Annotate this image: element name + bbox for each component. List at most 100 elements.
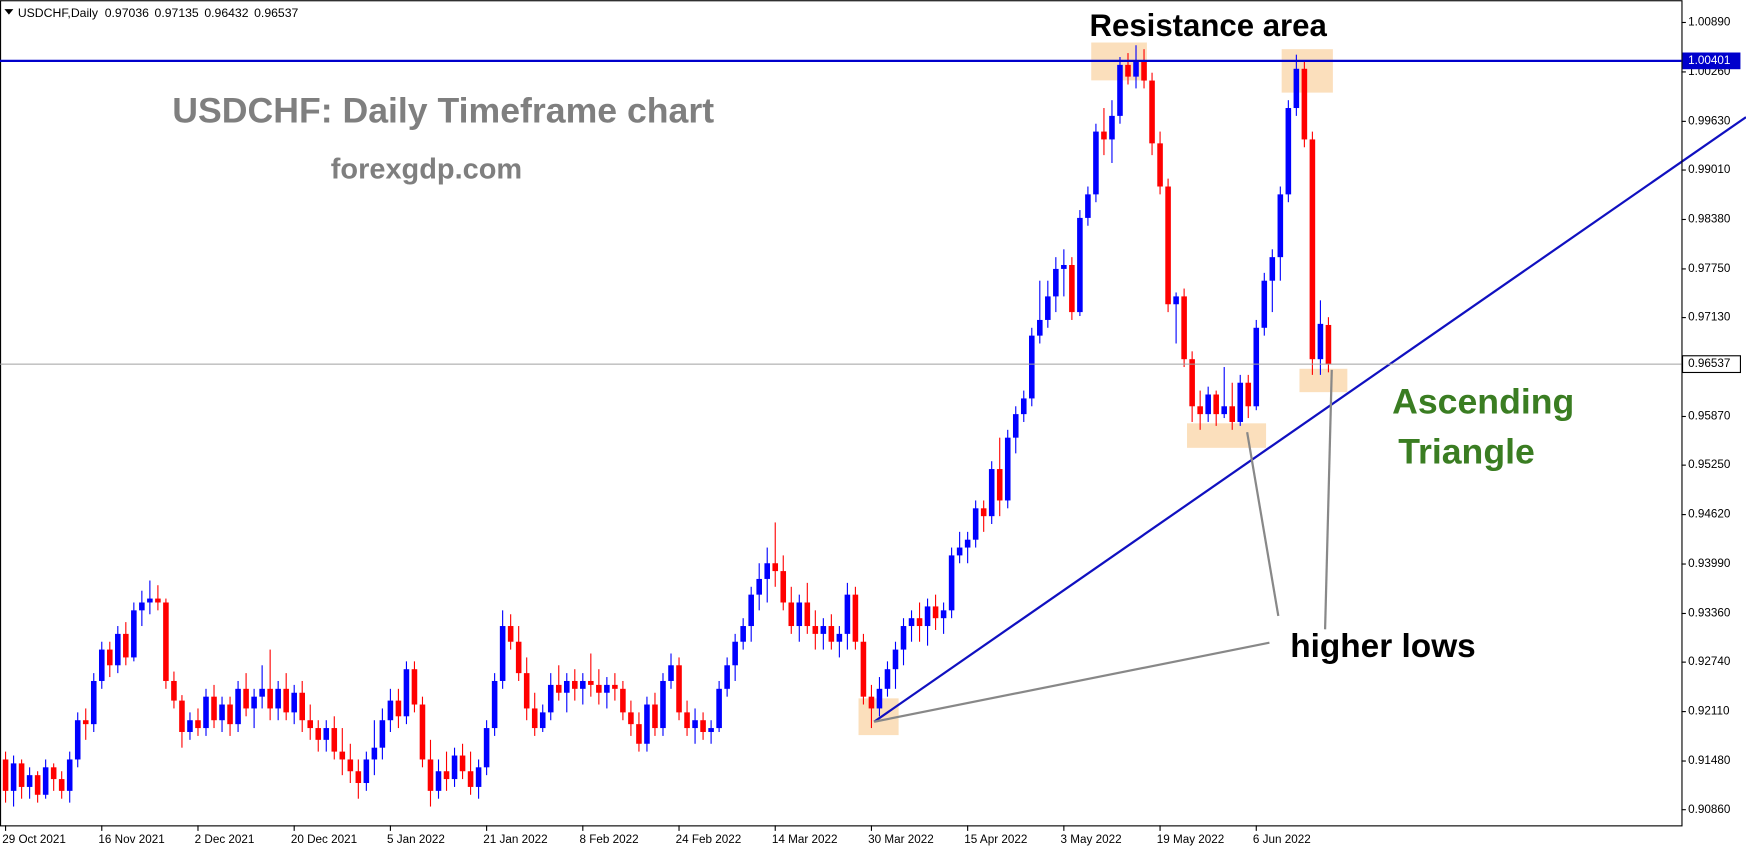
- candle-body: [379, 720, 386, 748]
- resistance-tag: [1682, 52, 1741, 70]
- candle-body: [435, 771, 442, 791]
- candle-body: [980, 508, 987, 517]
- candle-body: [1085, 194, 1091, 218]
- candle-body: [355, 771, 362, 784]
- chart-subtitle: forexgdp.com: [331, 153, 522, 185]
- candle-body: [539, 712, 546, 729]
- candle-body: [179, 700, 185, 732]
- candle-body: [50, 767, 57, 780]
- candle-body: [628, 712, 634, 725]
- open: 0.97036: [105, 6, 149, 20]
- candle-body: [1109, 115, 1115, 140]
- x-tick-label: 2 Dec 2021: [195, 833, 255, 846]
- y-tick-label: 0.98380: [1688, 213, 1731, 226]
- x-tick-label: 8 Feb 2022: [579, 833, 638, 846]
- candle-body: [211, 696, 217, 721]
- candle-body: [483, 728, 490, 768]
- symbol: USDCHF,Daily: [18, 6, 99, 20]
- y-tick-label: 0.93990: [1688, 557, 1731, 570]
- candle-body: [82, 720, 89, 725]
- candle-body: [139, 602, 145, 611]
- y-tick-label: 0.95250: [1688, 458, 1731, 471]
- candle-body: [780, 571, 787, 603]
- candle-body: [604, 684, 610, 693]
- y-tick-label: 0.91480: [1688, 754, 1731, 767]
- candle-body: [948, 555, 955, 611]
- candle-body: [26, 775, 33, 787]
- y-tick-label: 0.92740: [1688, 655, 1731, 668]
- candle-body: [219, 704, 225, 721]
- candle-body: [331, 728, 338, 752]
- candle-body: [620, 688, 626, 713]
- candle-body: [668, 665, 674, 681]
- candle-body: [1285, 108, 1292, 195]
- highlight-box: [1281, 49, 1333, 93]
- candle-body: [1317, 323, 1324, 360]
- y-tick-label: 0.99630: [1688, 114, 1731, 127]
- candle-body: [523, 673, 530, 709]
- pointer-line: [1323, 369, 1333, 630]
- candle-body: [740, 626, 746, 642]
- candle-body: [187, 720, 193, 732]
- y-tick-label: 0.94620: [1688, 508, 1731, 521]
- x-tick-label: 6 Jun 2022: [1253, 833, 1311, 846]
- candle-body: [1189, 359, 1195, 407]
- highlight-box: [1299, 368, 1348, 393]
- candle-body: [531, 708, 538, 729]
- x-tick-label: 30 Mar 2022: [868, 833, 934, 846]
- x-tick-label: 3 May 2022: [1061, 833, 1122, 846]
- candle-body: [259, 688, 265, 697]
- candle-body: [115, 633, 121, 666]
- candle-body: [644, 704, 650, 744]
- candle-body: [66, 759, 73, 791]
- candle-body: [1061, 265, 1067, 269]
- candle-body: [427, 759, 434, 791]
- candle-body: [1245, 382, 1252, 407]
- candle-body: [315, 728, 322, 740]
- candle-body: [98, 649, 105, 681]
- candle-body: [491, 680, 498, 729]
- candle-body: [1077, 217, 1083, 313]
- candle-body: [419, 704, 426, 760]
- candle-body: [764, 563, 770, 579]
- candle-body: [700, 720, 706, 732]
- candle-body: [299, 692, 305, 721]
- candle-body: [892, 649, 899, 670]
- candle-body: [716, 688, 722, 729]
- candle-body: [748, 594, 754, 627]
- candle-body: [195, 720, 201, 729]
- candle-body: [580, 680, 586, 689]
- candle-body: [820, 626, 827, 634]
- candle-body: [884, 669, 891, 689]
- candle-body: [772, 563, 779, 572]
- candle-body: [555, 684, 562, 693]
- candle-body: [1293, 68, 1300, 109]
- candle-body: [1157, 143, 1163, 187]
- pattern-label: Triangle: [1398, 431, 1535, 471]
- candle-body: [387, 700, 394, 721]
- x-tick-label: 24 Feb 2022: [676, 833, 742, 846]
- candle-body: [1029, 335, 1035, 399]
- candle-body: [924, 606, 931, 627]
- candle-body: [972, 508, 979, 540]
- candle-body: [123, 633, 129, 658]
- candle-body: [459, 755, 466, 772]
- candle-body: [363, 759, 370, 784]
- candle-body: [563, 680, 570, 693]
- candle-body: [1093, 131, 1099, 195]
- candle-body: [788, 602, 795, 627]
- candle-body: [283, 688, 289, 713]
- candle-body: [940, 610, 947, 619]
- candle-body: [90, 680, 97, 725]
- candle-body: [515, 641, 522, 674]
- resistance-label: Resistance area: [1090, 8, 1328, 43]
- candle-body: [451, 755, 458, 780]
- y-tick-label: 1.00890: [1688, 16, 1731, 29]
- x-tick-label: 16 Nov 2021: [98, 833, 164, 846]
- candle-body: [1277, 194, 1284, 258]
- candle-body: [1020, 398, 1027, 415]
- y-tick-label: 0.90860: [1688, 803, 1731, 816]
- candle-body: [1301, 68, 1308, 140]
- candle-body: [1053, 268, 1059, 297]
